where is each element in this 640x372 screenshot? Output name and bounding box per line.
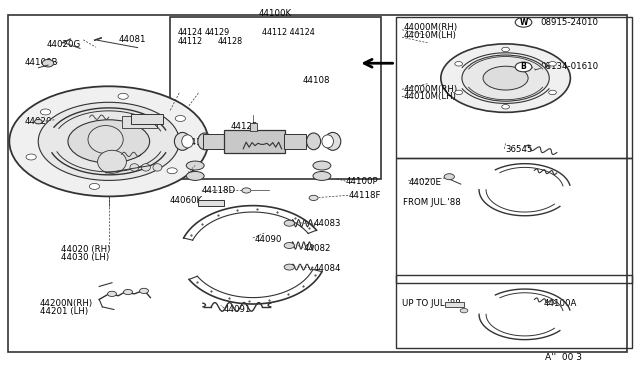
Circle shape <box>284 264 294 270</box>
Circle shape <box>140 288 148 294</box>
Ellipse shape <box>182 135 193 148</box>
Text: 44124: 44124 <box>177 28 202 37</box>
Text: 44090: 44090 <box>255 235 282 244</box>
Circle shape <box>118 93 128 99</box>
Bar <box>396 17 632 158</box>
Ellipse shape <box>42 60 54 67</box>
Circle shape <box>284 243 294 248</box>
Text: 44118F: 44118F <box>349 191 381 200</box>
Text: 44020E: 44020E <box>408 178 442 187</box>
Ellipse shape <box>153 164 162 171</box>
Text: 44200N(RH): 44200N(RH) <box>40 299 93 308</box>
Text: UP TO JUL.'88: UP TO JUL.'88 <box>402 299 461 308</box>
Ellipse shape <box>313 171 331 180</box>
Ellipse shape <box>98 150 127 173</box>
Text: 44129: 44129 <box>205 28 230 37</box>
Text: 44091: 44091 <box>224 305 252 314</box>
Text: 44112: 44112 <box>177 37 202 46</box>
Text: 44000M(RH): 44000M(RH) <box>403 85 458 94</box>
Text: 44010M(LH): 44010M(LH) <box>403 31 456 40</box>
Text: 44082: 44082 <box>304 244 332 253</box>
Text: 44100A: 44100A <box>544 299 577 308</box>
Ellipse shape <box>88 126 124 153</box>
Text: 44010M(LH): 44010M(LH) <box>403 92 456 101</box>
Bar <box>396 158 632 283</box>
Circle shape <box>108 291 116 296</box>
Text: 36545: 36545 <box>506 145 533 154</box>
Circle shape <box>502 47 509 52</box>
Text: 44020 (RH): 44020 (RH) <box>61 245 110 254</box>
Circle shape <box>35 119 42 124</box>
Text: 44081: 44081 <box>118 35 146 44</box>
Circle shape <box>242 188 251 193</box>
Circle shape <box>444 174 454 180</box>
Circle shape <box>455 90 463 95</box>
Text: 44118D: 44118D <box>202 186 236 195</box>
Circle shape <box>515 17 532 27</box>
Circle shape <box>548 90 556 95</box>
Circle shape <box>90 183 100 189</box>
Text: A''  00 3: A'' 00 3 <box>545 353 582 362</box>
Text: 44108: 44108 <box>303 76 330 85</box>
Text: 44108: 44108 <box>186 138 213 147</box>
Text: 44112 44124: 44112 44124 <box>262 28 315 37</box>
Text: 44020G: 44020G <box>46 40 81 49</box>
Circle shape <box>548 61 556 66</box>
Text: W: W <box>519 18 528 27</box>
Ellipse shape <box>68 120 150 163</box>
Text: 08134-01610: 08134-01610 <box>541 62 599 71</box>
Bar <box>131 114 163 124</box>
Text: 44020E: 44020E <box>24 117 58 126</box>
Ellipse shape <box>186 171 204 180</box>
Bar <box>170 17 381 179</box>
Ellipse shape <box>10 86 208 196</box>
Circle shape <box>502 105 509 109</box>
Bar <box>203 134 225 149</box>
Ellipse shape <box>198 133 212 150</box>
Text: 44060K: 44060K <box>170 196 203 205</box>
Ellipse shape <box>325 132 341 150</box>
Text: 44100B: 44100B <box>24 58 58 67</box>
Ellipse shape <box>307 133 321 150</box>
Text: 44128: 44128 <box>218 37 243 46</box>
Ellipse shape <box>483 66 528 90</box>
Circle shape <box>284 220 294 226</box>
Ellipse shape <box>174 132 191 150</box>
Text: FROM JUL.'88: FROM JUL.'88 <box>403 198 461 207</box>
Bar <box>396 275 632 348</box>
Ellipse shape <box>130 164 139 171</box>
Circle shape <box>40 109 51 115</box>
Text: 44125: 44125 <box>230 122 258 131</box>
Bar <box>122 116 157 128</box>
Circle shape <box>455 61 463 66</box>
Text: 44201 (LH): 44201 (LH) <box>40 307 88 316</box>
Ellipse shape <box>441 44 570 112</box>
Bar <box>445 302 464 307</box>
Text: 44100P: 44100P <box>346 177 378 186</box>
Text: 44000M(RH): 44000M(RH) <box>403 23 458 32</box>
Ellipse shape <box>322 135 333 148</box>
Circle shape <box>26 154 36 160</box>
Text: 44030 (LH): 44030 (LH) <box>61 253 109 262</box>
Text: 44100K: 44100K <box>259 9 292 17</box>
Bar <box>198 200 224 206</box>
Ellipse shape <box>141 164 150 171</box>
Ellipse shape <box>186 161 204 170</box>
Text: 08915-24010: 08915-24010 <box>541 18 599 27</box>
Ellipse shape <box>38 102 179 180</box>
Ellipse shape <box>313 161 331 170</box>
Bar <box>224 130 285 153</box>
Circle shape <box>309 195 318 201</box>
Text: 44084: 44084 <box>314 264 341 273</box>
Bar <box>250 123 257 131</box>
Text: B: B <box>521 62 526 71</box>
Ellipse shape <box>462 55 549 101</box>
Circle shape <box>167 168 177 174</box>
Circle shape <box>460 308 468 313</box>
Bar <box>284 134 306 149</box>
Circle shape <box>124 289 132 295</box>
Circle shape <box>515 62 532 72</box>
Circle shape <box>175 115 186 121</box>
Text: 44083: 44083 <box>314 219 341 228</box>
